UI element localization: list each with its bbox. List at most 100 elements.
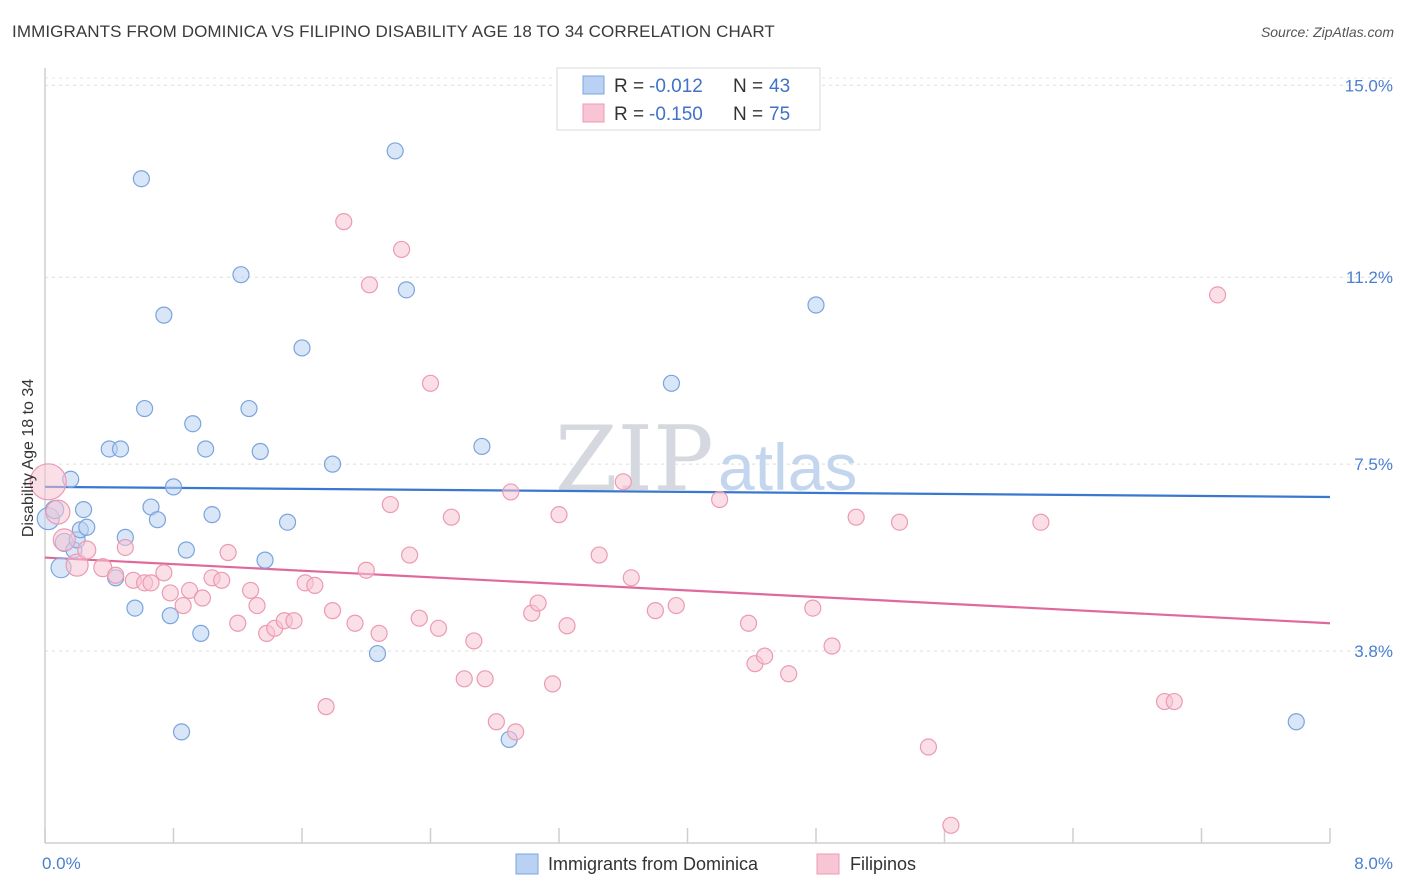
- point-filipinos: [755, 647, 774, 665]
- point-filipinos: [29, 463, 67, 501]
- point-filipinos: [711, 490, 729, 509]
- x-tick-label: 8.0%: [1354, 854, 1393, 873]
- point-filipinos: [847, 508, 865, 526]
- point-filipinos: [346, 614, 364, 632]
- point-filipinos: [590, 546, 608, 564]
- point-filipinos: [507, 723, 525, 741]
- point-filipinos: [306, 576, 324, 594]
- point-filipinos: [529, 594, 547, 612]
- point-filipinos: [392, 240, 411, 259]
- point-dominica: [132, 170, 150, 188]
- point-dominica: [386, 142, 404, 160]
- data-points: [29, 142, 1305, 834]
- point-dominica: [184, 415, 202, 433]
- point-filipinos: [142, 574, 160, 592]
- x-tick-label: 0.0%: [42, 854, 81, 873]
- point-dominica: [256, 551, 274, 569]
- point-filipinos: [646, 602, 664, 620]
- point-filipinos: [161, 584, 179, 602]
- point-filipinos: [823, 637, 841, 655]
- point-filipinos: [502, 483, 520, 501]
- watermark-zip: ZIP: [555, 407, 714, 512]
- point-filipinos: [487, 713, 505, 731]
- y-tick-label: 3.8%: [1354, 642, 1393, 661]
- legend-n-value-1: 43: [769, 76, 790, 97]
- point-filipinos: [401, 546, 419, 564]
- point-dominica: [251, 442, 269, 461]
- y-tick-label: 15.0%: [1345, 76, 1393, 95]
- trend-line-dominica: [44, 485, 1331, 499]
- point-filipinos: [667, 596, 685, 615]
- legend-r-label-2: R =: [614, 104, 644, 125]
- chart-title: IMMIGRANTS FROM DOMINICA VS FILIPINO DIS…: [12, 22, 775, 41]
- point-dominica: [232, 266, 250, 284]
- legend-swatch-dominica: [582, 75, 605, 95]
- legend-r-value-2: -0.150: [649, 104, 703, 125]
- point-dominica: [203, 506, 221, 524]
- axes: [44, 68, 1331, 844]
- point-filipinos: [558, 617, 576, 635]
- y-tick-label: 7.5%: [1354, 455, 1393, 474]
- point-dominica: [155, 306, 173, 324]
- trend-line-filipinos: [44, 556, 1331, 625]
- point-filipinos: [622, 569, 640, 587]
- y-axis-title: Disability Age 18 to 34: [20, 379, 37, 537]
- point-filipinos: [442, 508, 460, 526]
- point-filipinos: [1032, 513, 1050, 531]
- tick-labels: 3.8% 7.5% 11.2% 15.0% 0.0% 8.0%: [42, 76, 1393, 873]
- point-filipinos: [804, 599, 822, 617]
- point-dominica: [473, 437, 491, 456]
- point-filipinos: [476, 670, 494, 688]
- bottom-legend-label-filipinos: Filipinos: [850, 854, 916, 874]
- legend-box: R = -0.012 N = 43 R = -0.150 N = 75: [556, 67, 821, 131]
- point-filipinos: [421, 374, 440, 392]
- point-dominica: [662, 374, 681, 392]
- y-tick-label: 11.2%: [1346, 268, 1393, 287]
- point-filipinos: [360, 276, 379, 294]
- point-filipinos: [429, 619, 448, 637]
- point-filipinos: [317, 698, 335, 716]
- point-filipinos: [229, 614, 247, 632]
- point-dominica: [74, 500, 93, 519]
- point-dominica: [111, 440, 130, 458]
- bottom-legend-swatch-dominica: [515, 853, 539, 875]
- point-dominica: [135, 399, 154, 418]
- point-filipinos: [550, 506, 568, 524]
- trend-lines: [44, 485, 1331, 625]
- point-dominica: [197, 440, 215, 458]
- legend-n-label-1: N =: [733, 76, 763, 97]
- watermark: ZIP atlas: [555, 407, 857, 512]
- point-filipinos: [543, 675, 562, 693]
- point-dominica: [240, 399, 258, 418]
- point-dominica: [807, 296, 825, 314]
- point-filipinos: [357, 561, 375, 579]
- point-dominica: [368, 644, 387, 663]
- point-filipinos: [180, 581, 199, 600]
- point-dominica: [397, 281, 416, 299]
- legend-n-value-2: 75: [769, 104, 790, 125]
- point-filipinos: [323, 602, 342, 620]
- legend-r-label-1: R =: [614, 76, 644, 97]
- point-filipinos: [107, 566, 125, 584]
- point-filipinos: [614, 473, 632, 491]
- point-dominica: [293, 339, 311, 357]
- point-filipinos: [455, 670, 473, 688]
- point-filipinos: [193, 589, 212, 607]
- point-filipinos: [77, 540, 97, 560]
- bottom-legend-swatch-filipinos: [816, 853, 840, 875]
- legend-r-value-1: -0.012: [649, 76, 703, 97]
- legend-n-label-2: N =: [733, 104, 763, 125]
- point-dominica: [148, 511, 167, 529]
- point-filipinos: [465, 632, 483, 650]
- point-dominica: [323, 455, 342, 473]
- point-filipinos: [155, 564, 173, 582]
- point-dominica: [278, 513, 297, 531]
- point-filipinos: [285, 612, 303, 630]
- point-filipinos: [780, 665, 798, 683]
- point-dominica: [161, 607, 179, 625]
- point-dominica: [164, 478, 183, 496]
- point-filipinos: [213, 571, 231, 589]
- gridlines: [45, 77, 1392, 652]
- point-filipinos: [381, 495, 399, 514]
